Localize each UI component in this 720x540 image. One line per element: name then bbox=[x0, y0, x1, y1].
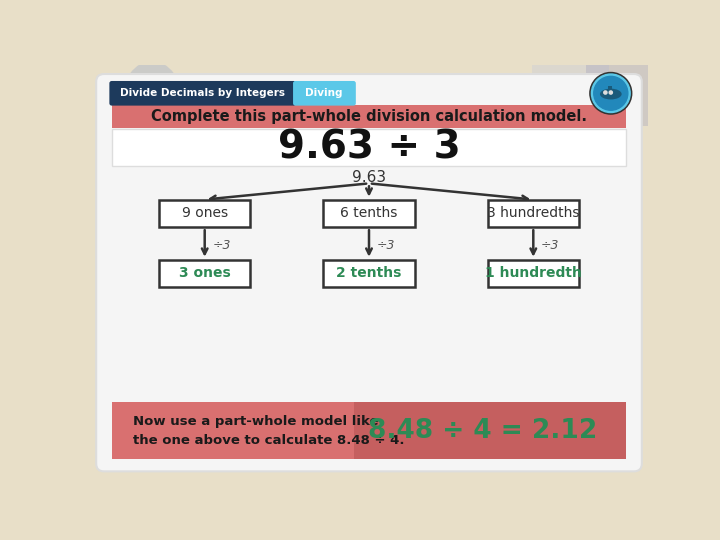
Text: 1 hundredth: 1 hundredth bbox=[485, 266, 582, 280]
FancyBboxPatch shape bbox=[293, 81, 356, 106]
Circle shape bbox=[591, 74, 630, 112]
Text: 3 hundredths: 3 hundredths bbox=[487, 206, 580, 220]
Text: Diving: Diving bbox=[305, 88, 343, 98]
Text: 9.63: 9.63 bbox=[352, 171, 386, 186]
Circle shape bbox=[608, 90, 613, 95]
Bar bbox=[532, 65, 609, 126]
Ellipse shape bbox=[600, 89, 621, 99]
FancyBboxPatch shape bbox=[323, 200, 415, 226]
FancyBboxPatch shape bbox=[159, 260, 251, 287]
Circle shape bbox=[603, 90, 608, 95]
FancyBboxPatch shape bbox=[487, 260, 579, 287]
FancyBboxPatch shape bbox=[112, 105, 626, 128]
Bar bbox=[608, 85, 612, 90]
Text: 3 ones: 3 ones bbox=[179, 266, 230, 280]
Text: ÷3: ÷3 bbox=[377, 239, 395, 252]
Circle shape bbox=[590, 72, 631, 114]
FancyBboxPatch shape bbox=[354, 402, 626, 459]
Text: 2 tenths: 2 tenths bbox=[336, 266, 402, 280]
Text: Complete this part-whole division calculation model.: Complete this part-whole division calcul… bbox=[151, 109, 587, 124]
FancyBboxPatch shape bbox=[109, 81, 296, 106]
Text: Divide Decimals by Integers: Divide Decimals by Integers bbox=[120, 88, 285, 98]
Text: Now use a part-whole model like
the one above to calculate 8.48 ÷ 4.: Now use a part-whole model like the one … bbox=[132, 415, 404, 447]
FancyBboxPatch shape bbox=[112, 402, 626, 459]
FancyBboxPatch shape bbox=[96, 74, 642, 471]
Text: 6 tenths: 6 tenths bbox=[341, 206, 397, 220]
Text: 8.48 ÷ 4 = 2.12: 8.48 ÷ 4 = 2.12 bbox=[367, 417, 597, 443]
FancyBboxPatch shape bbox=[323, 260, 415, 287]
Circle shape bbox=[594, 76, 628, 110]
Bar bbox=[586, 65, 648, 126]
Text: ÷3: ÷3 bbox=[212, 239, 231, 252]
FancyBboxPatch shape bbox=[487, 200, 579, 226]
Text: 9.63 ÷ 3: 9.63 ÷ 3 bbox=[278, 129, 460, 167]
Ellipse shape bbox=[121, 61, 183, 146]
FancyBboxPatch shape bbox=[112, 130, 626, 166]
FancyBboxPatch shape bbox=[159, 200, 251, 226]
Text: ÷3: ÷3 bbox=[541, 239, 559, 252]
Text: 9 ones: 9 ones bbox=[181, 206, 228, 220]
